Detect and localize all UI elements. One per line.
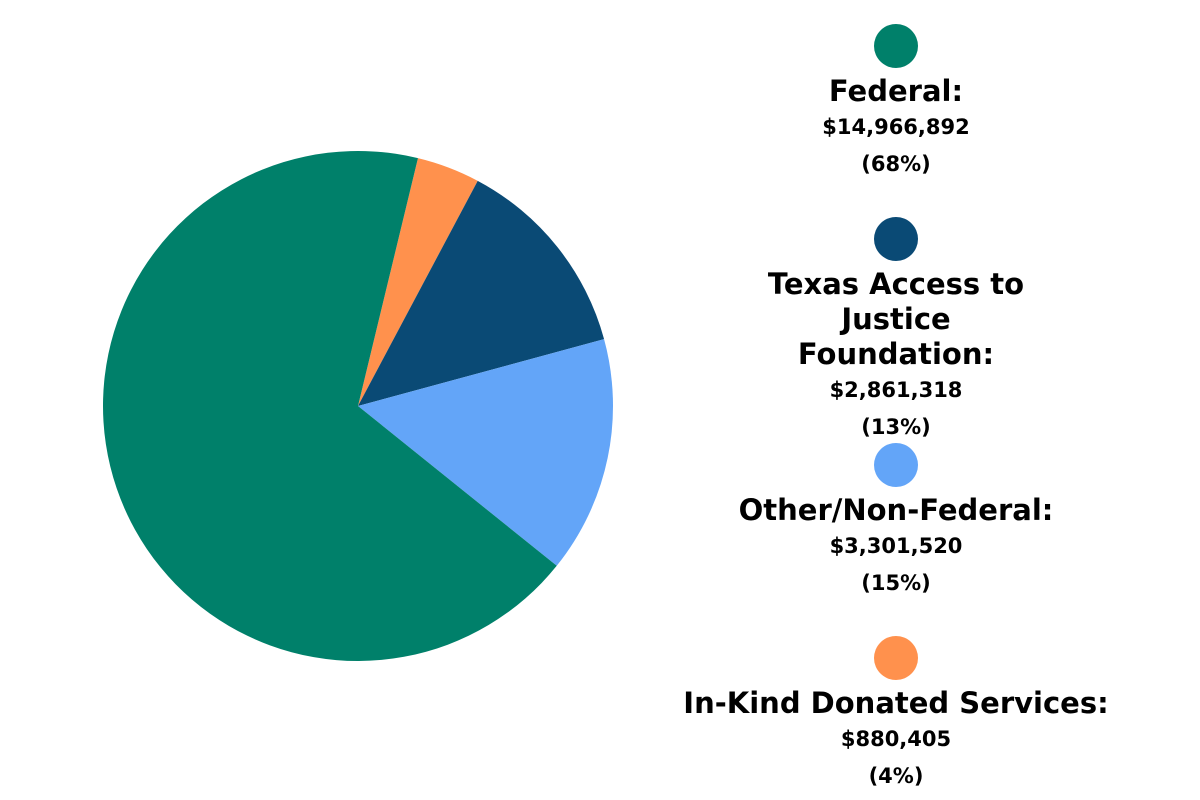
pie-slice-other-non-federal bbox=[358, 339, 614, 566]
legend-title: Texas Access to Justice Foundation: bbox=[767, 267, 1025, 371]
legend-percent: (4%) bbox=[868, 764, 924, 788]
legend-percent: (13%) bbox=[861, 415, 931, 439]
legend-item-other-non-federal: Other/Non-Federal: $3,301,520 (15%) bbox=[676, 443, 1116, 602]
pie-slice-texas-access-to-justice-foundation bbox=[358, 180, 605, 406]
legend-title: In-Kind Donated Services: bbox=[683, 686, 1109, 720]
legend-item-in-kind-donated-services: In-Kind Donated Services: $880,405 (4%) bbox=[676, 636, 1116, 795]
pie-slice-in-kind-donated-services bbox=[358, 158, 478, 406]
legend-value: $2,861,318 bbox=[829, 378, 963, 402]
legend-item-texas-access-to-justice: Texas Access to Justice Foundation: $2,8… bbox=[676, 217, 1116, 446]
legend-value: $880,405 bbox=[840, 727, 952, 751]
legend-swatch bbox=[874, 636, 918, 680]
legend-swatch bbox=[874, 443, 918, 487]
legend-percent: (68%) bbox=[861, 152, 931, 176]
legend-item-federal: Federal: $14,966,892 (68%) bbox=[676, 24, 1116, 183]
legend-swatch bbox=[874, 217, 918, 261]
legend-percent: (15%) bbox=[861, 571, 931, 595]
legend-swatch bbox=[874, 24, 918, 68]
legend-title: Other/Non-Federal: bbox=[738, 493, 1054, 527]
pie-slice-federal bbox=[103, 151, 557, 661]
pie-chart bbox=[103, 151, 614, 661]
legend-value: $3,301,520 bbox=[829, 534, 963, 558]
legend-value: $14,966,892 bbox=[822, 115, 970, 139]
legend-title: Federal: bbox=[828, 74, 964, 108]
